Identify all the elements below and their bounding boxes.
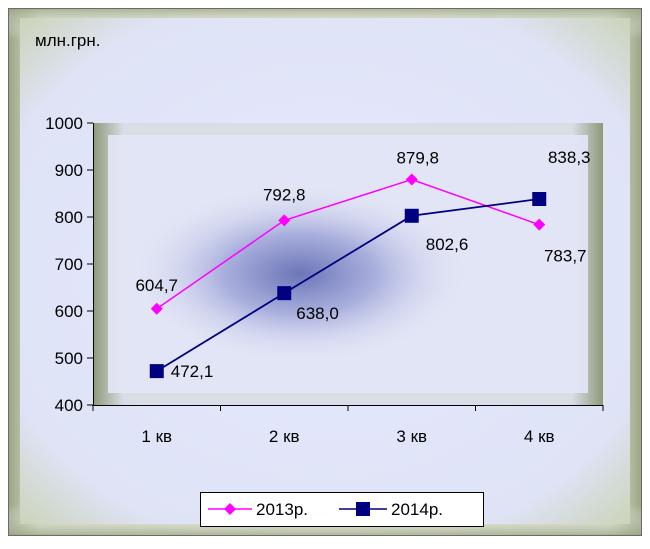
data-label: 802,6 — [426, 235, 469, 254]
x-tick-label: 4 кв — [524, 427, 555, 446]
data-point-2014 — [404, 208, 419, 223]
data-label: 638,0 — [296, 304, 339, 323]
series-line-2014 — [156, 198, 540, 372]
y-axis-ticks: 400 500 600 700 800 900 1000 — [45, 114, 93, 415]
x-tick-label: 1 кв — [141, 427, 172, 446]
x-tick-label: 3 кв — [396, 427, 427, 446]
data-point-2014 — [149, 364, 164, 379]
data-point-2014 — [532, 191, 547, 206]
x-axis-ticks: 1 кв 2 кв 3 кв 4 кв — [92, 405, 604, 446]
y-tick-label: 600 — [55, 302, 83, 321]
data-label: 838,3 — [548, 148, 591, 167]
legend-2013-marker — [224, 503, 236, 515]
data-label: 604,7 — [135, 276, 178, 295]
data-point-2013 — [150, 302, 163, 315]
y-tick-label: 900 — [55, 161, 83, 180]
chart-border — [8, 8, 642, 536]
x-tick-label: 2 кв — [269, 427, 300, 446]
data-label: 783,7 — [544, 247, 587, 266]
data-label: 472,1 — [171, 362, 214, 381]
data-label: 879,8 — [396, 148, 439, 167]
legend-2014-marker — [356, 502, 370, 516]
series-line-2013 — [156, 178, 540, 310]
legend-2013-label: 2013р. — [256, 500, 308, 519]
y-tick-label: 400 — [55, 396, 83, 415]
y-tick-label: 1000 — [45, 114, 83, 133]
legend: 2013р. 2014р. — [200, 492, 484, 527]
data-point-2013 — [278, 214, 291, 227]
data-label: 792,8 — [263, 185, 306, 204]
y-tick-label: 800 — [55, 208, 83, 227]
y-tick-label: 500 — [55, 349, 83, 368]
legend-2014-label: 2014р. — [391, 500, 443, 519]
data-point-2013 — [405, 173, 418, 186]
series-layer — [149, 173, 547, 379]
y-tick-label: 700 — [55, 255, 83, 274]
data-labels: 604,7 792,8 879,8 783,7 472,1 638,0 802,6 838,3 — [135, 148, 590, 381]
data-point-2013 — [533, 218, 546, 231]
data-point-2014 — [277, 286, 292, 301]
plot-area-center-shade — [140, 170, 520, 370]
unit-label: млн.грн. — [35, 31, 101, 50]
